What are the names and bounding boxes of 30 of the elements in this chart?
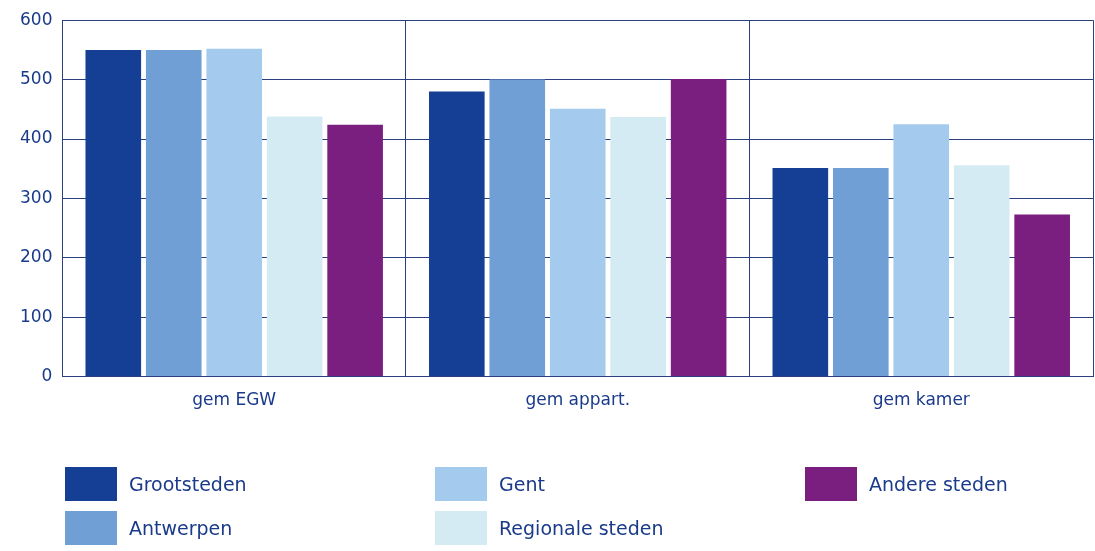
bar — [85, 49, 142, 377]
y-tick-label: 400 — [19, 127, 53, 148]
bar — [953, 165, 1010, 377]
bar — [610, 117, 666, 377]
legend-label: Grootsteden — [129, 473, 247, 495]
x-tick-label: gem kamer — [872, 389, 970, 410]
y-tick-label: 100 — [19, 305, 53, 326]
bar — [670, 79, 727, 377]
bar — [832, 168, 889, 377]
bar — [145, 49, 202, 377]
bar — [429, 91, 485, 377]
bar — [266, 116, 323, 377]
y-tick-label: 600 — [19, 8, 53, 29]
y-tick-label: 0 — [41, 365, 53, 386]
y-tick-label: 500 — [19, 68, 53, 89]
bar — [327, 124, 383, 377]
y-tick-label: 300 — [19, 186, 53, 207]
legend-label: Regionale steden — [499, 517, 664, 539]
x-tick-label: gem EGW — [192, 389, 277, 410]
bar — [893, 124, 950, 377]
bar — [489, 79, 546, 377]
legend-label: Antwerpen — [129, 517, 233, 539]
bar — [206, 48, 263, 377]
bar — [772, 168, 829, 377]
bar — [1014, 214, 1070, 377]
y-tick-label: 200 — [19, 246, 53, 267]
legend-label: Gent — [499, 473, 545, 495]
legend-label: Andere steden — [869, 473, 1008, 495]
x-tick-label: gem appart. — [525, 389, 631, 410]
bar — [549, 108, 606, 377]
